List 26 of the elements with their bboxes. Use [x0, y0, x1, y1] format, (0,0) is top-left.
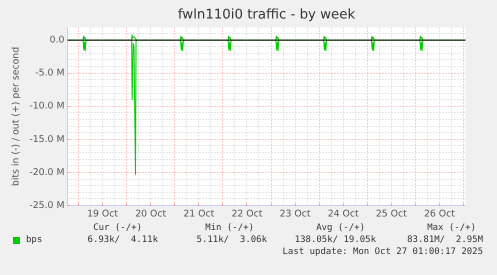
x-tick-label: 22 Oct	[231, 208, 263, 220]
y-tick-label: -10.0 M	[29, 100, 65, 112]
y-axis-title: bits in (-) / out (+) per second	[10, 46, 22, 186]
y-tick-label: -25.0 M	[29, 200, 65, 211]
text: 6.93k/ 4.11k	[88, 235, 158, 246]
x-tick-label: 23 Oct	[280, 208, 311, 220]
y-tick-label: -5.0 M	[35, 68, 65, 79]
x-tick-label: 25 Oct	[376, 208, 408, 220]
text: Min (-/+)	[205, 223, 254, 234]
chart-title: fwln110i0 traffic - by week	[178, 8, 356, 22]
text: Last update: Mon Oct 27 01:00:17 2025	[282, 247, 483, 258]
x-tick-label: 26 Oct	[424, 208, 456, 220]
y-tick-label: -20.0 M	[29, 166, 65, 178]
text: 5.11k/ 3.06k	[196, 235, 267, 246]
text: 138.05k/ 19.05k	[294, 235, 376, 246]
x-tick-label: 21 Oct	[183, 208, 215, 220]
text: Cur (-/+)	[93, 223, 142, 234]
text: 83.81M/ 2.95M	[407, 235, 483, 246]
x-tick-label: 20 Oct	[135, 208, 167, 220]
legend-label: bps	[26, 235, 42, 246]
y-tick-label: 0.0	[50, 34, 65, 46]
y-tick-label: -15.0 M	[29, 134, 65, 145]
text: Avg (-/+)	[316, 223, 365, 234]
text: Max (-/+)	[427, 223, 476, 234]
x-tick-label: 24 Oct	[328, 208, 360, 220]
x-tick-label: 19 Oct	[87, 208, 118, 220]
